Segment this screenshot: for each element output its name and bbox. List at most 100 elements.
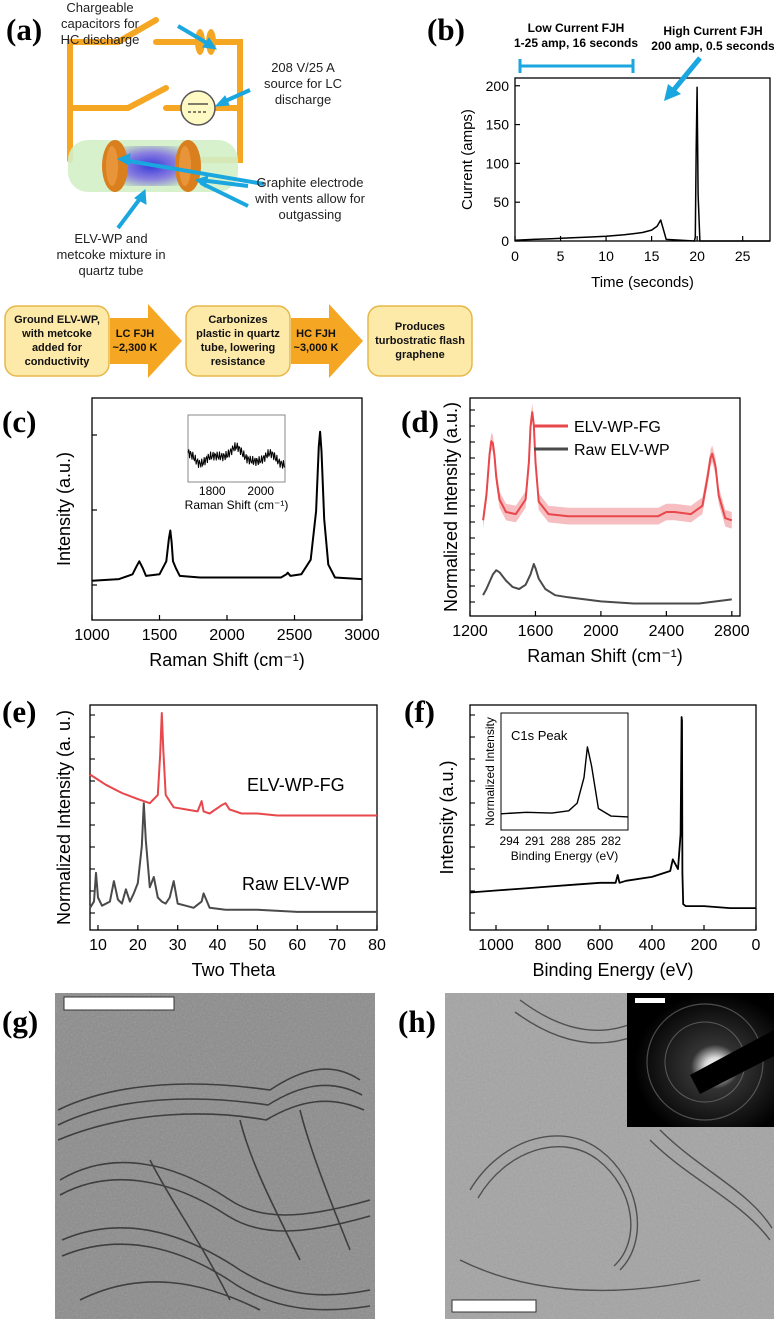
annotation-low-title: Low Current FJH bbox=[528, 21, 625, 35]
label-source-3: discharge bbox=[275, 92, 331, 107]
flow-box1-3: added for bbox=[32, 342, 83, 354]
x-tick-label: 2000 bbox=[209, 627, 245, 644]
plot-frame bbox=[469, 397, 741, 617]
schematic-labels: Chargeable capacitors for HC discharge 2… bbox=[56, 0, 365, 278]
y-tick-label: 100 bbox=[486, 155, 510, 171]
x-tick-label: 400 bbox=[639, 937, 666, 954]
x-tick-label: 25 bbox=[735, 248, 751, 264]
chart-e: 10 20 30 40 50 60 70 80 Two Theta Normalized Inte… bbox=[54, 704, 386, 980]
micrograph-g bbox=[55, 993, 375, 1319]
x-tick-label: 80 bbox=[368, 937, 386, 954]
x-tick-label: 10 bbox=[598, 248, 614, 264]
x-tick-label: 30 bbox=[169, 937, 187, 954]
flow-box1-4: conductivity bbox=[25, 356, 91, 368]
x-tick-label: 600 bbox=[587, 937, 614, 954]
plot-frame bbox=[89, 704, 378, 931]
flow-box3-3: graphene bbox=[395, 349, 445, 361]
current-trace bbox=[514, 86, 770, 242]
high-current-arrowhead bbox=[664, 84, 681, 101]
label-electrode-1: Graphite electrode bbox=[257, 175, 364, 190]
xps-trace bbox=[469, 716, 756, 909]
chart-f: 1000 800 600 400 200 0 Binding Energy (eV) Inte… bbox=[437, 704, 761, 980]
panel-label-c: (c) bbox=[2, 404, 36, 439]
inset-tick-label: 285 bbox=[576, 834, 596, 848]
raw-trace bbox=[482, 563, 732, 605]
x-tick-label: 2500 bbox=[277, 627, 313, 644]
y-axis-label: Intensity (a.u.) bbox=[54, 452, 74, 566]
label-fg: ELV-WP-FG bbox=[247, 775, 345, 795]
x-tick-label: 2800 bbox=[714, 623, 750, 640]
label-mixture-2: metcoke mixture in bbox=[56, 247, 165, 262]
raman-trace bbox=[91, 430, 363, 582]
panel-label-a: (a) bbox=[6, 12, 42, 47]
legend-label-fg: ELV-WP-FG bbox=[574, 419, 661, 436]
label-capacitors-3: HC discharge bbox=[61, 32, 140, 47]
inset-tick-label: 1800 bbox=[199, 484, 226, 498]
y-tick-label: 0 bbox=[501, 233, 509, 249]
x-tick-label: 20 bbox=[689, 248, 705, 264]
label-mixture-3: quartz tube bbox=[78, 263, 143, 278]
label-source-1: 208 V/25 A bbox=[271, 60, 335, 75]
flow-box1-2: with metcoke bbox=[21, 328, 92, 340]
flow-box3-2: turbostratic flash bbox=[375, 335, 465, 347]
x-tick-label: 0 bbox=[511, 248, 519, 264]
flow-arrow1-1: LC FJH bbox=[116, 328, 155, 340]
inset-title: C1s Peak bbox=[511, 728, 568, 743]
inset-y-label: Normalized Intensity bbox=[483, 717, 497, 826]
annotation-high-sub: 200 amp, 0.5 seconds bbox=[651, 39, 774, 53]
panel-label-h: (h) bbox=[398, 1004, 436, 1039]
x-tick-label: 5 bbox=[557, 248, 565, 264]
inset-frame bbox=[500, 712, 629, 831]
x-tick-label: 15 bbox=[644, 248, 660, 264]
label-electrode-2: with vents allow for bbox=[254, 191, 365, 206]
inset-tick-label: 288 bbox=[550, 834, 570, 848]
fg-trace bbox=[89, 712, 377, 817]
legend-label-raw: Raw ELV-WP bbox=[574, 442, 670, 459]
high-current-arrow bbox=[670, 56, 702, 94]
label-raw: Raw ELV-WP bbox=[242, 874, 350, 894]
panel-label-b: (b) bbox=[427, 12, 465, 47]
flow-arrow2-1: HC FJH bbox=[296, 328, 336, 340]
chart-c: 1000 1500 2000 2500 3000 Raman Shift (cm⁻¹) In… bbox=[54, 397, 380, 670]
y-axis-label: Normalized Intensity (a.u.) bbox=[441, 402, 461, 612]
x-tick-label: 60 bbox=[288, 937, 306, 954]
x-tick-label: 1600 bbox=[518, 623, 554, 640]
fg-trace bbox=[482, 411, 733, 522]
flow-box1-1: Ground ELV-WP, bbox=[14, 314, 100, 326]
x-tick-label: 2400 bbox=[649, 623, 685, 640]
y-axis-label: Current (amps) bbox=[459, 109, 476, 210]
x-tick-label: 200 bbox=[691, 937, 718, 954]
flow-box2-1: Carbonizes bbox=[208, 314, 267, 326]
micrograph-h bbox=[445, 993, 774, 1319]
y-axis-label: Normalized Intensity (a. u.) bbox=[54, 710, 74, 925]
inset-trace bbox=[187, 442, 286, 469]
annotation-low-sub: 1-25 amp, 16 seconds bbox=[514, 36, 638, 50]
x-axis-label: Raman Shift (cm⁻¹) bbox=[149, 650, 305, 670]
inset-tick-label: 2000 bbox=[247, 484, 274, 498]
raw-trace bbox=[89, 802, 377, 913]
x-tick-label: 3000 bbox=[344, 627, 380, 644]
inset-tick-label: 294 bbox=[499, 834, 519, 848]
flow-box2-4: resistance bbox=[211, 356, 265, 368]
x-axis-label: Two Theta bbox=[192, 960, 277, 980]
panel-label-d: (d) bbox=[401, 404, 439, 439]
inset-x-label: Raman Shift (cm⁻¹) bbox=[185, 498, 289, 512]
x-tick-label: 40 bbox=[209, 937, 227, 954]
flow-box2-2: plastic in quartz bbox=[196, 328, 280, 340]
schematic-circuit bbox=[67, 17, 265, 230]
label-source-2: source for LC bbox=[264, 76, 342, 91]
y-tick-label: 150 bbox=[486, 117, 510, 133]
x-tick-label: 800 bbox=[535, 937, 562, 954]
process-flow: Ground ELV-WP, with metcoke added for co… bbox=[4, 304, 473, 378]
panel-label-f: (f) bbox=[404, 694, 435, 729]
chart-d: 1200 1600 2000 2400 2800 Raman Shift (cm⁻¹) No… bbox=[441, 397, 750, 666]
flow-arrow2-2: ~3,000 K bbox=[294, 342, 339, 354]
plot-frame bbox=[514, 77, 771, 242]
panel-label-g: (g) bbox=[2, 1004, 38, 1039]
x-tick-label: 1000 bbox=[74, 627, 110, 644]
label-mixture-1: ELV-WP and bbox=[74, 231, 147, 246]
x-tick-label: 50 bbox=[249, 937, 267, 954]
label-capacitors-1: Chargeable bbox=[66, 0, 133, 15]
inset-tick-label: 282 bbox=[601, 834, 621, 848]
